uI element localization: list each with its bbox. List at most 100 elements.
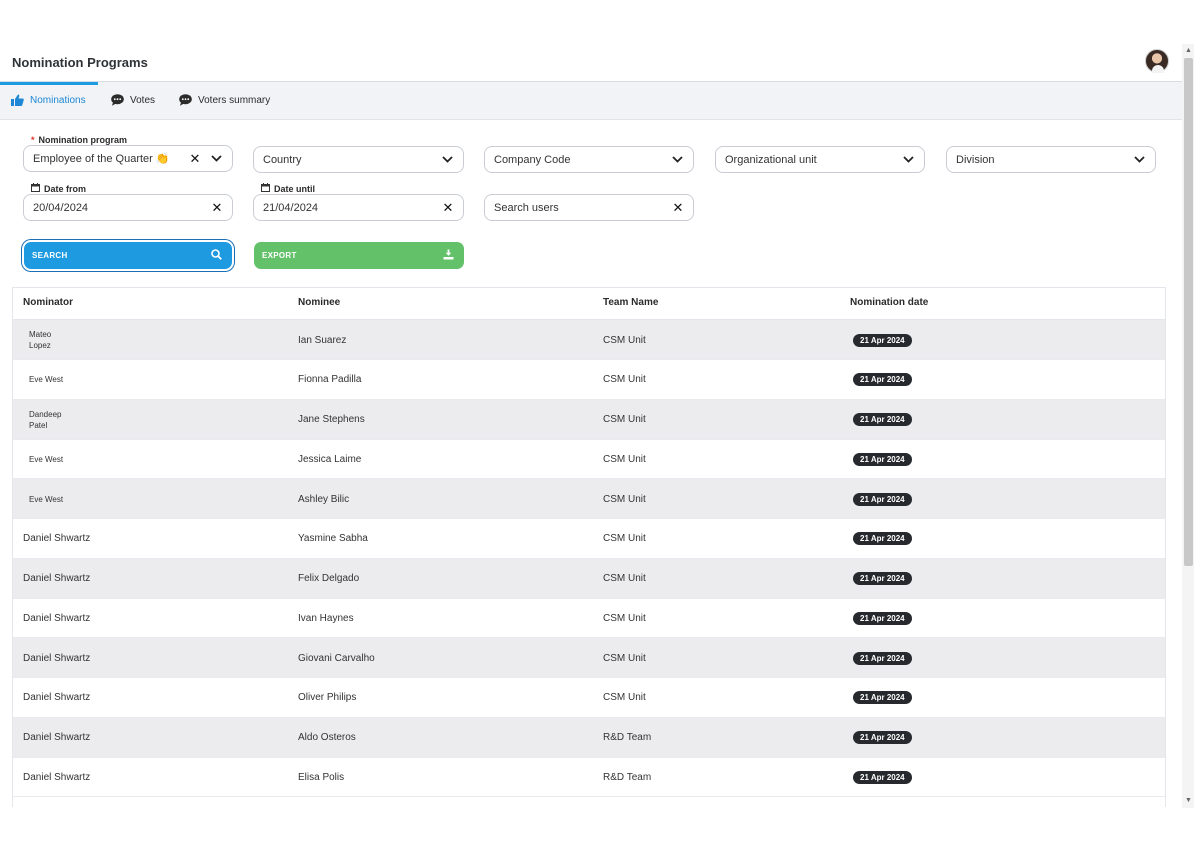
table-row[interactable]: Dandeep Patel Jane Stephens CSM Unit 21 Apr… (13, 399, 1165, 440)
export-button-label: EXPORT (262, 251, 297, 260)
cell-nominator: Daniel Shwartz (23, 692, 91, 704)
chat-bubble-icon (110, 93, 124, 107)
date-until-input[interactable]: 21/04/2024 ✕ (253, 194, 464, 221)
table-row[interactable]: Eve West Jessica Laime CSM Unit 21 Apr 2024 (13, 439, 1165, 480)
cell-nominator: Daniel Shwartz (23, 573, 91, 584)
table-row[interactable]: Daniel Shwartz Yasmine Sabha CSM Unit 21 Ap… (13, 519, 1165, 559)
company-code-placeholder: Company Code (494, 153, 571, 166)
date-badge: 21 Apr 2024 (853, 691, 912, 705)
division-placeholder: Division (956, 153, 995, 166)
nomination-program-label: * Nomination program (31, 135, 128, 145)
search-icon (211, 249, 222, 262)
cell-nominator: Eve West (29, 375, 64, 385)
cell-nominee: Oliver Philips (298, 692, 357, 704)
table-row[interactable]: Daniel Shwartz Oliver Philips CSM Unit 21 A… (13, 678, 1165, 718)
clear-icon[interactable]: ✕ (189, 150, 201, 166)
date-from-input[interactable]: 20/04/2024 ✕ (23, 194, 233, 221)
cell-date: 21 Apr 2024 (853, 678, 912, 718)
cell-date: 21 Apr 2024 (853, 439, 912, 479)
tab-votes[interactable]: Votes (110, 93, 155, 107)
calendar-icon (261, 183, 270, 194)
table-row[interactable]: Daniel Shwartz Felix Delgado CSM Unit 21 Ap… (13, 558, 1165, 599)
country-select[interactable]: Country (253, 146, 464, 173)
table-row[interactable]: Mateo Lopez Ian Suarez CSM Unit 21 Apr 2024 (13, 320, 1165, 360)
chevron-down-icon[interactable] (670, 153, 684, 167)
clear-icon[interactable]: ✕ (672, 199, 684, 215)
column-header-team-name[interactable]: Team Name (603, 297, 659, 308)
cell-nominee: Giovani Carvalho (298, 652, 375, 664)
table-row[interactable]: Eve West Fionna Padilla CSM Unit 21 Apr 202… (13, 360, 1165, 400)
nomination-program-select[interactable]: Employee of the Quarter 👏 ✕ (23, 145, 233, 172)
cell-nominee: Ivan Haynes (298, 612, 354, 624)
cell-nominee: Yasmine Sabha (298, 533, 368, 545)
chevron-down-icon[interactable] (440, 153, 454, 167)
chevron-down-icon[interactable] (209, 152, 223, 166)
country-placeholder: Country (263, 153, 302, 166)
cell-team: CSM Unit (603, 573, 646, 584)
search-button-label: SEARCH (32, 251, 68, 260)
company-code-select[interactable]: Company Code (484, 146, 694, 173)
search-button[interactable]: SEARCH (24, 242, 232, 269)
page-title: Nomination Programs (12, 55, 148, 70)
table-row[interactable]: Daniel Shwartz Aldo Osteros R&D Team 21 Apr… (13, 717, 1165, 758)
cell-team: CSM Unit (603, 374, 646, 386)
search-users-input[interactable]: Search users ✕ (484, 194, 694, 221)
organizational-unit-placeholder: Organizational unit (725, 153, 817, 166)
table-header: Nominator Nominee Team Name Nomination d… (13, 288, 1165, 320)
cell-nominee: Ashley Bilic (298, 493, 350, 505)
cell-nominator: Eve West (29, 454, 64, 464)
top-header: Nomination Programs (0, 44, 1182, 82)
search-users-placeholder: Search users (494, 201, 559, 214)
tab-bar: Nominations Votes Voters summary (0, 82, 1182, 120)
cell-team: R&D Team (603, 732, 652, 743)
cell-date: 21 Apr 2024 (853, 559, 912, 599)
cell-nominee: Ian Suarez (298, 334, 347, 346)
tab-voters-summary[interactable]: Voters summary (178, 93, 270, 107)
date-until-value: 21/04/2024 (263, 201, 319, 214)
date-badge: 21 Apr 2024 (853, 770, 912, 784)
table-row[interactable]: Daniel Shwartz Elisa Polis R&D Team 21 Apr … (13, 757, 1165, 798)
date-until-label: Date until (261, 183, 315, 194)
column-header-nomination-date[interactable]: Nomination date (850, 297, 929, 308)
nomination-program-value: Employee of the Quarter 👏 (33, 153, 170, 165)
chevron-down-icon[interactable] (901, 153, 915, 167)
cell-date: 21 Apr 2024 (853, 400, 912, 440)
table-row[interactable]: Eve West Ashley Bilic CSM Unit 21 Apr 2024 (13, 479, 1165, 519)
division-select[interactable]: Division (946, 146, 1156, 173)
date-badge: 21 Apr 2024 (853, 611, 912, 625)
cell-team: CSM Unit (603, 334, 646, 346)
chevron-down-icon[interactable] (1132, 153, 1146, 167)
clear-icon[interactable]: ✕ (211, 199, 223, 215)
column-header-nominee[interactable]: Nominee (298, 297, 341, 308)
user-avatar[interactable] (1145, 49, 1169, 73)
cell-nominator: Dandeep Patel (29, 409, 62, 430)
tab-nominations[interactable]: Nominations (10, 93, 86, 107)
tab-label: Nominations (30, 94, 86, 106)
cell-date: 21 Apr 2024 (853, 479, 912, 519)
date-badge: 21 Apr 2024 (853, 572, 912, 585)
cell-team: CSM Unit (603, 652, 646, 664)
date-badge: 21 Apr 2024 (853, 413, 912, 426)
cell-nominator: Eve West (29, 494, 64, 504)
scrollbar-thumb[interactable] (1184, 58, 1193, 566)
chat-bubble-icon (178, 93, 192, 107)
export-button[interactable]: EXPORT (254, 242, 464, 269)
cell-nominator: Daniel Shwartz (23, 533, 91, 545)
download-icon (443, 249, 454, 262)
table-row[interactable]: Daniel Shwartz Giovani Carvalho CSM Unit 21… (13, 638, 1165, 678)
cell-nominator: Daniel Shwartz (23, 652, 91, 664)
table-row[interactable]: Daniel Shwartz Ivan Haynes CSM Unit 21 Apr … (13, 598, 1165, 639)
calendar-icon (31, 183, 40, 194)
column-header-nominator[interactable]: Nominator (23, 297, 73, 308)
cell-nominee: Jane Stephens (298, 414, 365, 425)
organizational-unit-select[interactable]: Organizational unit (715, 146, 925, 173)
cell-team: CSM Unit (603, 414, 646, 425)
cell-nominee: Jessica Laime (298, 453, 362, 465)
scroll-down-icon[interactable]: ▼ (1185, 797, 1192, 804)
scroll-up-icon[interactable]: ▲ (1185, 47, 1192, 54)
date-from-value: 20/04/2024 (33, 201, 89, 214)
clear-icon[interactable]: ✕ (442, 199, 454, 215)
date-badge: 21 Apr 2024 (853, 532, 912, 546)
cell-nominee: Aldo Osteros (298, 732, 356, 743)
